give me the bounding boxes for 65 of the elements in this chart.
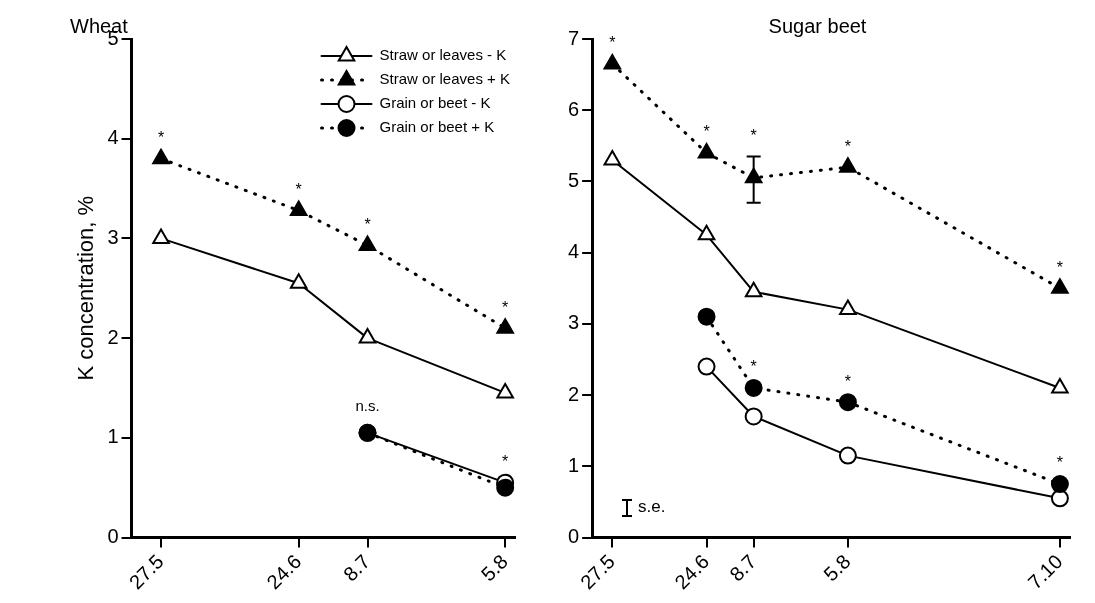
point xyxy=(496,382,514,399)
annotation: * xyxy=(844,372,852,390)
annotation: * xyxy=(609,34,616,52)
point xyxy=(358,328,377,344)
y-tick-label: 2 xyxy=(568,382,580,405)
y-tick-label: 2 xyxy=(107,325,119,348)
y-tick-label: 5 xyxy=(568,168,580,191)
point xyxy=(496,478,515,497)
y-tick-label: 1 xyxy=(568,453,580,476)
annotation: * xyxy=(157,129,165,147)
point xyxy=(152,228,170,244)
point xyxy=(839,157,857,173)
point xyxy=(289,200,308,216)
annotation: s.e. xyxy=(638,497,666,517)
annotation: * xyxy=(502,453,509,471)
y-tick-label: 4 xyxy=(568,240,580,263)
point xyxy=(289,273,308,289)
point xyxy=(1050,475,1069,494)
y-tick-label: 4 xyxy=(107,126,119,149)
legend-label: Grain or beet + K xyxy=(379,118,495,136)
point xyxy=(697,142,716,159)
point xyxy=(838,446,857,465)
point xyxy=(697,307,716,326)
annotation: * xyxy=(502,298,509,316)
y-tick-label: 3 xyxy=(568,311,580,334)
legend-label: Grain or beet - K xyxy=(379,94,491,112)
legend-label: Straw or leaves - K xyxy=(379,46,507,64)
point xyxy=(496,318,514,334)
annotation: * xyxy=(703,123,710,141)
point xyxy=(839,299,857,316)
annotation: * xyxy=(1056,258,1064,276)
point xyxy=(744,281,763,298)
y-tick-label: 0 xyxy=(107,525,119,548)
point xyxy=(1051,278,1069,294)
point xyxy=(152,148,170,165)
legend-label: Straw or leaves + K xyxy=(379,70,511,88)
x-tick-label: 8.7 xyxy=(725,550,761,586)
point xyxy=(603,53,622,70)
x-tick-label: 5.8 xyxy=(476,550,512,586)
y-tick-label: 1 xyxy=(107,425,119,448)
point xyxy=(1051,377,1069,394)
point xyxy=(358,235,377,251)
x-tick-label: 5.8 xyxy=(819,550,855,586)
y-axis-title: K concentration, % xyxy=(73,195,99,381)
point xyxy=(744,378,763,397)
x-tick-label: 8.7 xyxy=(339,550,375,586)
x-tick-label: 7.10 xyxy=(1023,550,1067,594)
annotation: * xyxy=(1056,454,1064,472)
y-tick-label: 6 xyxy=(568,97,580,120)
annotation: * xyxy=(750,126,757,144)
point xyxy=(838,393,857,412)
point xyxy=(697,224,716,241)
annotation: n.s. xyxy=(355,396,380,414)
point xyxy=(697,357,716,376)
y-tick-label: 7 xyxy=(568,26,580,49)
annotation: * xyxy=(295,180,302,198)
y-tick-label: 3 xyxy=(107,225,119,248)
y-tick-label: 0 xyxy=(568,525,580,548)
point xyxy=(744,407,763,426)
chart-title: Sugar beet xyxy=(768,14,867,37)
point xyxy=(1050,489,1069,508)
annotation: * xyxy=(364,215,371,233)
point xyxy=(603,150,622,166)
annotation: * xyxy=(750,358,757,376)
annotation: * xyxy=(844,137,852,155)
